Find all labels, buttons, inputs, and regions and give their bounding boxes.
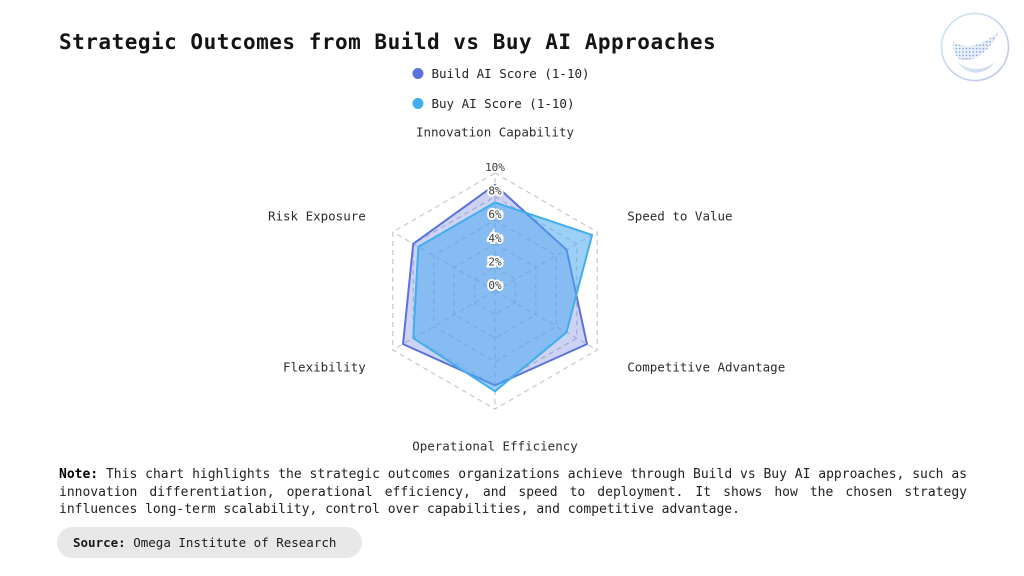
legend-swatch-icon bbox=[412, 68, 424, 79]
radar-tick-label: 2% bbox=[488, 255, 502, 268]
wave-crescent-icon bbox=[956, 60, 995, 73]
legend-item[interactable]: Buy AI Score (1-10) bbox=[412, 96, 574, 111]
note-text: Note: This chart highlights the strategi… bbox=[59, 466, 967, 519]
radar-category-label: Risk Exposure bbox=[268, 209, 366, 224]
radar-category-label: Competitive Advantage bbox=[627, 360, 785, 375]
legend-item[interactable]: Build AI Score (1-10) bbox=[412, 66, 590, 81]
legend-swatch-icon bbox=[412, 98, 424, 109]
source-text: Omega Institute of Research bbox=[125, 535, 337, 550]
radar-tick-label: 4% bbox=[488, 232, 502, 245]
brand-logo bbox=[940, 12, 1010, 82]
chart-legend: Build AI Score (1-10) Buy AI Score (1-10) bbox=[412, 66, 590, 111]
radar-tick-label: 6% bbox=[488, 208, 502, 221]
legend-item-label: Build AI Score (1-10) bbox=[431, 66, 590, 81]
radar-category-label: Operational Efficiency bbox=[412, 439, 578, 454]
radar-tick-label: 10% bbox=[485, 161, 505, 174]
radar-category-label: Innovation Capability bbox=[416, 125, 575, 140]
legend-item-label: Buy AI Score (1-10) bbox=[431, 96, 575, 111]
source-badge: Source: Omega Institute of Research bbox=[57, 527, 363, 558]
radar-category-label: Flexibility bbox=[283, 360, 366, 375]
page-title: Strategic Outcomes from Build vs Buy AI … bbox=[59, 30, 717, 54]
radar-tick-label: 0% bbox=[488, 279, 502, 292]
note-label: Note: bbox=[59, 467, 99, 482]
source-label: Source: bbox=[73, 535, 126, 550]
radar-series-buy bbox=[412, 201, 594, 393]
note-body: This chart highlights the strategic outc… bbox=[59, 467, 967, 517]
dotted-wave-icon bbox=[952, 31, 999, 61]
radar-tick-label: 8% bbox=[488, 185, 502, 198]
radar-category-label: Speed to Value bbox=[627, 209, 732, 224]
